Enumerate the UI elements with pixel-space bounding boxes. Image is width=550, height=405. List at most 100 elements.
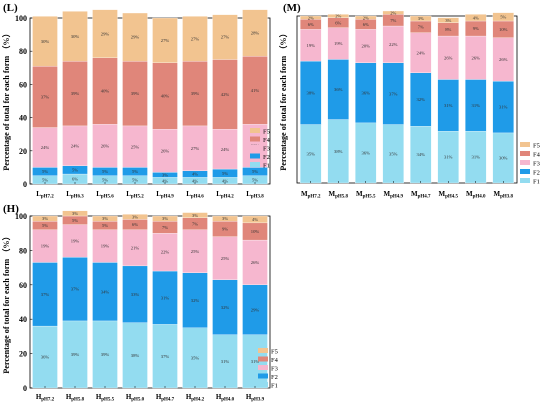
legend-swatch [520,151,530,156]
data-label: 19% [71,239,80,244]
legend-swatch [250,145,260,150]
legend-label: F1 [533,179,540,186]
data-label: 36% [362,151,371,156]
bar-segment-f1 [92,320,118,389]
data-label: 37% [71,287,80,292]
x-tick-label: MpH5.8 [328,190,348,200]
bar-segment-f5 [152,215,178,222]
x-tick-label: MpH4.0 [466,190,486,200]
data-label: 24% [417,50,426,55]
x-tick-label: LpH5.6 [96,190,114,200]
data-label: 3% [445,18,451,23]
data-label: 35% [389,151,398,156]
data-label: 7% [162,225,168,230]
legend-label: F1 [263,163,270,170]
data-label: 28% [251,31,260,36]
data-label: 9% [473,26,479,31]
x-tick-label: LpH4.6 [186,190,204,200]
bar-segment-f5 [62,210,88,217]
data-label: 39% [101,352,110,357]
data-label: 5% [42,177,48,182]
legend-label: F1 [271,383,278,390]
data-label: 6% [363,22,369,27]
data-label: 36% [362,90,371,95]
data-label: 34% [417,152,426,157]
data-label: 3% [162,216,168,221]
data-label: 6% [132,222,138,227]
bar-segment-f2 [32,262,58,327]
data-label: 3% [192,213,198,218]
panel-label: (M) [283,2,301,14]
data-label: 40% [101,89,110,94]
legend-label: F2 [533,170,540,177]
bar-segment-f1 [182,327,208,389]
y-tick-label: 40 [19,315,27,324]
data-label: 39% [71,352,80,357]
data-label: 39% [71,91,80,96]
data-label: 37% [41,94,50,99]
legend-swatch [520,169,530,174]
data-label: 2% [308,15,314,20]
data-label: 38% [307,90,316,95]
legend-label: F3 [271,366,278,373]
data-label: 37% [41,292,50,297]
data-label: 31% [472,103,481,108]
data-label: 9% [222,227,228,232]
bar-segment-f3 [242,239,268,285]
legend-swatch [258,356,268,362]
bar-segment-f3 [32,229,58,263]
data-label: 4% [252,217,258,222]
data-label: 6% [72,177,78,182]
x-tick-label: MpH5.5 [356,190,376,200]
x-tick-label: LpH7.2 [36,190,54,200]
data-label: 36% [41,355,50,360]
x-tick-label: LpH3.8 [246,190,264,200]
data-label: 31% [499,105,508,110]
bar-segment-f5 [410,15,432,22]
bar-segment-f5 [212,14,238,60]
data-label: 5% [132,177,138,182]
data-label: 31% [251,359,260,364]
y-tick-label: 80 [19,246,27,255]
data-label: 34% [101,289,110,294]
bar-segment-f5 [92,9,118,58]
data-label: 37% [389,91,398,96]
data-label: 26% [161,148,170,153]
data-label: 29% [131,35,140,40]
data-label: 33% [131,292,140,297]
data-label: 30% [41,39,50,44]
data-label: 27% [191,36,200,41]
data-label: 5% [72,218,78,223]
legend-swatch [250,153,260,159]
bar-segment-f4 [152,62,178,130]
bar-segment-f3 [122,125,148,168]
data-label: 42% [221,92,230,97]
data-label: 27% [221,35,230,40]
data-label: 35% [191,356,200,361]
data-label: 26% [499,57,508,62]
data-label: 5% [252,177,258,182]
y-tick-label: 0 [23,384,27,393]
plot-frame [29,215,271,389]
legend-swatch [258,348,268,353]
data-label: 7% [418,24,424,29]
panel-label: (L) [3,2,18,14]
bar-segment-f4 [32,65,58,128]
bar-segment-f2 [212,279,238,335]
data-label: 2% [390,10,396,15]
bar-segment-f3 [62,224,88,258]
data-label: 25% [221,256,230,261]
data-label: 30% [499,156,508,161]
bar-segment-f2 [242,284,268,335]
legend-swatch [258,382,268,387]
legend-swatch [520,160,530,165]
bar-segment-f1 [62,320,88,389]
bar-segment-f4 [182,61,208,127]
bar-segment-f5 [32,215,58,222]
bar-segment-f1 [152,324,178,389]
bar-segment-f4 [92,57,118,125]
bar-segment-f5 [242,215,268,224]
data-label: 5% [42,169,48,174]
